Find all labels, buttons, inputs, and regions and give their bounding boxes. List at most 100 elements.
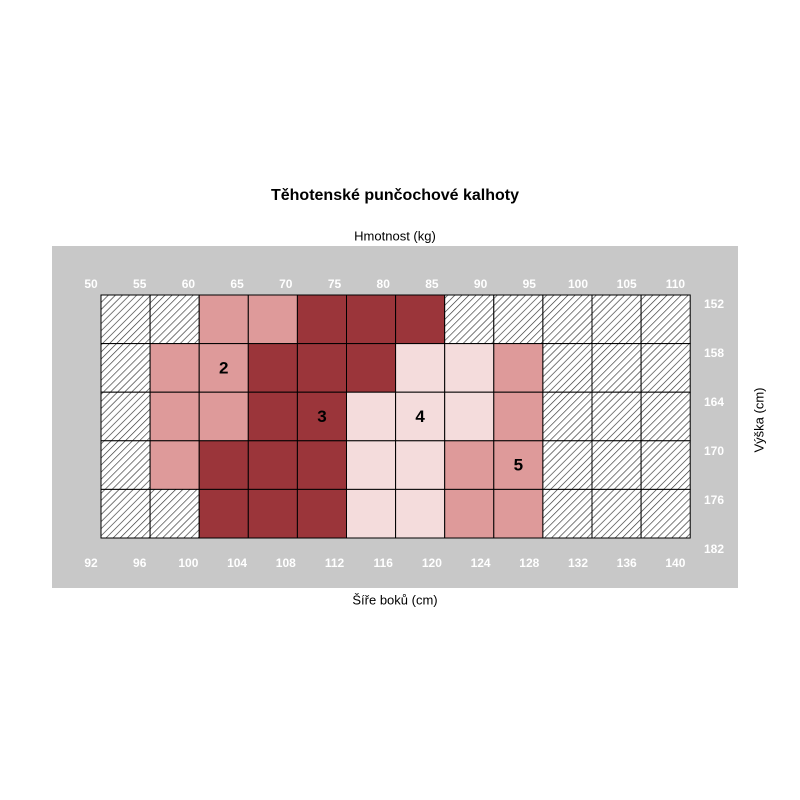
bottom-tick-label: 124: [471, 556, 491, 570]
grid-cell: [640, 488, 691, 539]
grid-cell: [444, 391, 495, 442]
grid-cell: [346, 343, 397, 393]
bottom-tick-label: 104: [227, 556, 247, 570]
top-tick-label: 110: [666, 277, 686, 291]
grid-cell: [395, 440, 446, 490]
grid-cell: [542, 294, 593, 345]
top-tick-label: 65: [230, 277, 244, 291]
grid-cell: [100, 294, 151, 345]
grid-cell: [346, 391, 397, 442]
grid-cell: [296, 343, 347, 393]
bottom-tick-label: 116: [374, 556, 394, 570]
right-tick-label: 182: [704, 542, 724, 556]
top-tick-label: 100: [568, 277, 588, 291]
grid-cell: [493, 294, 544, 345]
grid-cell: [247, 440, 298, 490]
grid-cell: [444, 440, 495, 490]
top-tick-label: 55: [133, 277, 147, 291]
grid-cell: [100, 488, 151, 539]
grid-cell: [247, 343, 298, 393]
bottom-tick-label: 140: [665, 556, 685, 570]
grid-cell: [149, 440, 200, 490]
grid-cell: [247, 391, 298, 442]
grid-cell: [591, 440, 642, 490]
bottom-tick-label: 100: [178, 556, 198, 570]
top-axis-label: Hmotnost (kg): [354, 228, 436, 243]
bottom-tick-label: 92: [84, 556, 98, 570]
grid-cell: [640, 294, 691, 345]
bottom-tick-label: 128: [519, 556, 539, 570]
right-axis-label: Výška (cm): [751, 388, 766, 453]
grid-cell: [591, 343, 642, 393]
size-label: 2: [219, 358, 228, 377]
grid-cell: [591, 294, 642, 345]
grid-cell: [198, 343, 249, 393]
grid-cell: [149, 343, 200, 393]
grid-cell: [198, 440, 249, 490]
grid-cell: [444, 488, 495, 539]
grid-cell: [149, 294, 200, 345]
grid-cell: [296, 391, 347, 442]
grid-cell: [591, 488, 642, 539]
grid-cell: [149, 488, 200, 539]
bottom-tick-label: 120: [422, 556, 442, 570]
bottom-tick-label: 96: [133, 556, 147, 570]
size-label: 3: [317, 407, 326, 426]
grid-cell: [296, 294, 347, 345]
bottom-tick-label: 136: [617, 556, 637, 570]
grid-cell: [296, 440, 347, 490]
grid-cell: [346, 294, 397, 345]
grid-cell: [198, 391, 249, 442]
grid-cell: [542, 440, 593, 490]
right-tick-label: 164: [704, 395, 724, 409]
grid-cell: [493, 391, 544, 442]
grid-cell: [444, 294, 495, 345]
top-tick-label: 70: [279, 277, 293, 291]
grid-cell: [640, 391, 691, 442]
size-label: 4: [415, 407, 425, 426]
top-tick-label: 60: [182, 277, 196, 291]
grid-cell: [395, 488, 446, 539]
grid-cell: [149, 391, 200, 442]
grid-cell: [198, 294, 249, 345]
grid-cell: [247, 488, 298, 539]
grid-cell: [493, 343, 544, 393]
top-tick-label: 90: [474, 277, 488, 291]
grid-cell: [100, 343, 151, 393]
grid-cell: [395, 391, 446, 442]
grid-cell: [198, 488, 249, 539]
grid-cell: [493, 488, 544, 539]
right-tick-label: 152: [704, 297, 724, 311]
bottom-tick-label: 132: [568, 556, 588, 570]
top-tick-label: 80: [377, 277, 391, 291]
bottom-tick-label: 108: [276, 556, 296, 570]
grid-cell: [542, 343, 593, 393]
grid-cell: [100, 440, 151, 490]
top-tick-label: 105: [617, 277, 637, 291]
grid-cell: [591, 391, 642, 442]
grid-cell: [346, 440, 397, 490]
title: Těhotenské punčochové kalhoty: [271, 187, 519, 204]
grid-cell: [395, 294, 446, 345]
grid-cell: [346, 488, 397, 539]
top-tick-label: 95: [523, 277, 537, 291]
grid-cell: [542, 488, 593, 539]
grid-cell: [100, 391, 151, 442]
grid-cell: [640, 440, 691, 490]
grid-cell: [247, 294, 298, 345]
bottom-axis-label: Šíře boků (cm): [352, 592, 437, 607]
size-label: 5: [514, 456, 523, 475]
top-tick-label: 75: [328, 277, 342, 291]
right-tick-label: 170: [704, 444, 724, 458]
grid-cell: [395, 343, 446, 393]
grid-cell: [444, 343, 495, 393]
top-tick-label: 85: [425, 277, 439, 291]
grid-cell: [296, 488, 347, 539]
grid-cell: [640, 343, 691, 393]
right-tick-label: 176: [704, 493, 724, 507]
bottom-tick-label: 112: [325, 556, 345, 570]
right-tick-label: 158: [704, 346, 724, 360]
grid-cell: [542, 391, 593, 442]
top-tick-label: 50: [84, 277, 98, 291]
